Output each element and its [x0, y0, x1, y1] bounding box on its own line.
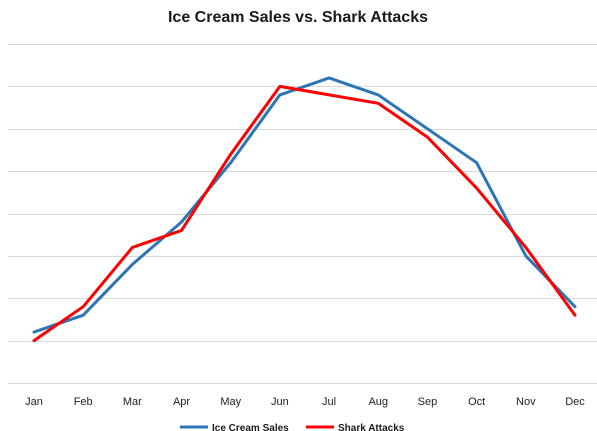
x-tick-label: Aug	[368, 396, 388, 408]
x-tick-label: Sep	[418, 396, 438, 408]
data-point	[426, 136, 429, 139]
x-tick-label: May	[220, 396, 241, 408]
x-axis-tick-labels: Jan Feb Mar Apr May Jun Jul Aug Sep Oct Nov Dec	[25, 396, 585, 408]
legend-label: Ice Cream Sales	[212, 423, 289, 431]
data-point	[33, 339, 36, 342]
data-point	[475, 161, 478, 164]
series-shark-attacks	[32, 84, 577, 343]
data-point	[180, 221, 183, 224]
data-point	[377, 102, 380, 105]
legend-item: Shark Attacks	[306, 423, 405, 431]
x-tick-label: Dec	[565, 396, 585, 408]
legend-label: Shark Attacks	[338, 423, 405, 431]
data-point	[574, 314, 577, 317]
series-line	[32, 84, 577, 343]
legend: Ice Cream Sales Shark Attacks	[180, 423, 405, 431]
data-point	[524, 254, 527, 257]
series-lines	[32, 76, 577, 343]
series-line	[32, 76, 577, 334]
data-point	[475, 187, 478, 190]
data-point	[278, 93, 281, 96]
data-point	[229, 153, 232, 156]
data-point	[278, 85, 281, 88]
data-point	[524, 246, 527, 249]
data-point	[82, 305, 85, 308]
legend-item: Ice Cream Sales	[180, 423, 289, 431]
x-tick-label: Mar	[123, 396, 142, 408]
data-point	[33, 331, 36, 334]
data-point	[82, 314, 85, 317]
data-point	[180, 229, 183, 232]
data-point	[328, 76, 331, 79]
data-point	[328, 93, 331, 96]
gridlines	[8, 44, 597, 384]
data-point	[131, 246, 134, 249]
x-tick-label: Jul	[322, 396, 336, 408]
series-ice-cream-sales	[32, 76, 577, 334]
data-point	[229, 161, 232, 164]
x-tick-label: Jan	[25, 396, 43, 408]
x-tick-label: Oct	[468, 396, 485, 408]
x-tick-label: Apr	[173, 396, 190, 408]
data-point	[426, 127, 429, 130]
x-tick-label: Nov	[516, 396, 536, 408]
x-tick-label: Feb	[74, 396, 93, 408]
data-point	[131, 263, 134, 266]
data-point	[574, 305, 577, 308]
x-tick-label: Jun	[271, 396, 289, 408]
data-point	[377, 93, 380, 96]
chart-title: Ice Cream Sales vs. Shark Attacks	[168, 9, 428, 26]
